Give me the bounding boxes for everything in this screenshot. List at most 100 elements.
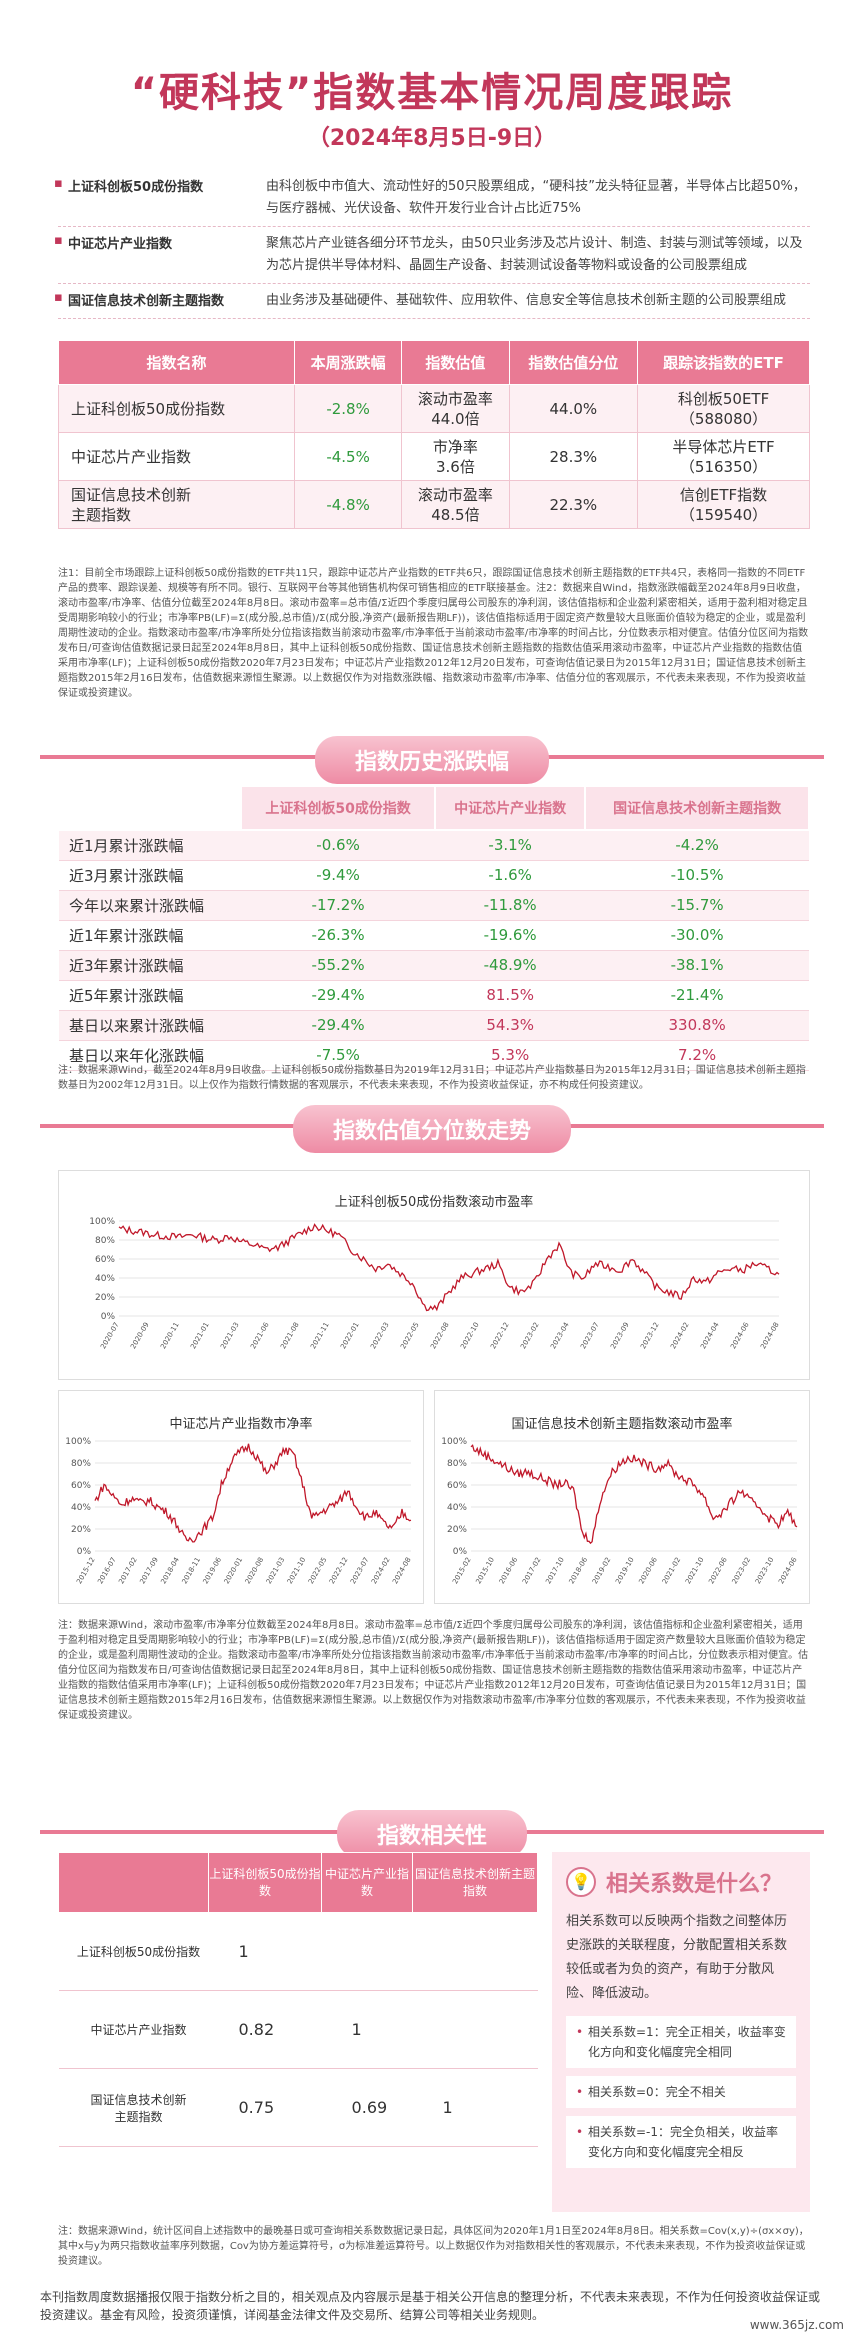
- change-value: -17.2%: [241, 890, 436, 921]
- x-tick-label: 2016-07: [96, 1556, 118, 1585]
- change-value: -4.2%: [585, 830, 809, 861]
- x-tick-label: 2022-08: [429, 1321, 451, 1350]
- valuation: 市净率 3.6倍: [401, 432, 510, 481]
- x-tick-label: 2023-10: [754, 1556, 776, 1585]
- row-label: 近1月累计涨跌幅: [59, 830, 241, 861]
- percentile: 22.3%: [508, 480, 639, 529]
- x-tick-label: 2021-03: [265, 1556, 287, 1585]
- x-tick-label: 2022-10: [459, 1321, 481, 1350]
- row-label: 近5年累计涨跌幅: [59, 980, 241, 1011]
- table-row: 中证芯片产业指数 0.82 1: [58, 1990, 538, 2069]
- x-tick-label: 2021-01: [189, 1321, 211, 1350]
- footnote: 注1：目前全市场跟踪上证科创板50成份指数的ETF共11只，跟踪中证芯片产业指数…: [58, 568, 809, 699]
- x-tick-label: 2020-07: [99, 1321, 121, 1350]
- x-tick-label: 2022-06: [707, 1556, 729, 1586]
- change-value: -48.9%: [435, 950, 586, 981]
- x-tick-label: 2022-03: [369, 1321, 391, 1350]
- chart-panel: 上证科创板50成份指数滚动市盈率 0% 20% 40% 60% 80% 100% 2020-…: [58, 1170, 810, 1380]
- x-tick-label: 2018-04: [159, 1556, 181, 1586]
- footnote: 注：数据来源Wind，统计区间自上述指数中的最晚基日或可查询相关系数数据记录日起…: [58, 2226, 809, 2267]
- x-tick-label: 2021-02: [661, 1556, 683, 1585]
- etf: 信创ETF指数 （159540）: [637, 480, 810, 529]
- row-label: 国证信息技术创新 主题指数: [58, 2068, 209, 2147]
- row-label: 中证芯片产业指数: [58, 1990, 209, 2069]
- x-tick-label: 2023-09: [609, 1321, 631, 1350]
- explainer-body: 相关系数可以反映两个指数之间整体历史涨跌的关联程度，分散配置相关系数较低或者为负…: [566, 1914, 788, 2001]
- chart-svg: 0%20%40%60%80%100%2015-12 2016-07 2017-02 2…: [65, 1437, 413, 1586]
- change-value: -21.4%: [585, 980, 809, 1011]
- correlation-value: 0.75: [208, 2068, 322, 2147]
- y-tick-label: 80%: [95, 1236, 115, 1246]
- y-tick-label: 40%: [71, 1503, 91, 1513]
- chart-svg: 0%20%40%60%80%100%2015-02 2015-10 2016-06 2…: [441, 1437, 799, 1586]
- x-tick-label: 2019-10: [614, 1556, 636, 1585]
- chart-title: 上证科创板50成份指数滚动市盈率: [334, 1195, 534, 1210]
- intro-list: 上证科创板50成份指数 由科创板中市值大、流动性好的50只股票组成，“硬科技”龙…: [54, 170, 810, 319]
- x-tick-label: 2024-08: [391, 1556, 413, 1585]
- row-label: 今年以来累计涨跌幅: [59, 890, 241, 921]
- change-value: -0.6%: [241, 830, 436, 861]
- change-value: -55.2%: [241, 950, 436, 981]
- history-table: 上证科创板50成份指数 中证芯片产业指数 国证信息技术创新主题指数 近1月累计涨…: [58, 785, 810, 1071]
- x-tick-label: 2021-06: [249, 1321, 271, 1351]
- watermark: www.365jz.com: [749, 2318, 844, 2332]
- section-title: 指数估值分位数走势: [0, 1105, 864, 1153]
- table-row: 中证芯片产业指数 -4.5% 市净率 3.6倍 28.3% 半导体芯片ETF （…: [58, 432, 810, 481]
- x-tick-label: 2023-07: [349, 1556, 371, 1585]
- explainer-heading: 💡 相关系数是什么？: [566, 1866, 796, 1898]
- x-tick-label: 2020-09: [129, 1321, 151, 1350]
- y-tick-label: 80%: [447, 1459, 467, 1469]
- x-tick-label: 2020-06: [637, 1556, 659, 1586]
- x-tick-label: 2018-06: [568, 1556, 590, 1586]
- page-title: “硬科技”指数基本情况周度跟踪: [130, 70, 734, 116]
- weekly-change: -4.5%: [293, 432, 403, 481]
- x-tick-label: 2024-08: [759, 1321, 781, 1350]
- row-label: 基日以来累计涨跌幅: [59, 1010, 241, 1041]
- table-row: 近1月累计涨跌幅 -0.6% -3.1% -4.2%: [59, 830, 809, 861]
- valuation: 滚动市盈率 48.5倍: [401, 480, 510, 529]
- intro-name: 国证信息技术创新主题指数: [54, 290, 266, 312]
- change-value: -9.4%: [241, 860, 436, 891]
- col-header: 国证信息技术创新主题指数: [584, 785, 810, 831]
- series-line: [94, 1443, 412, 1543]
- change-value: -1.6%: [435, 860, 586, 891]
- x-tick-label: 2017-10: [544, 1556, 566, 1585]
- change-value: -38.1%: [585, 950, 809, 981]
- chart-panel: 中证芯片产业指数市净率 0% 20% 40% 60% 80% 100% 2015-12 201…: [58, 1390, 424, 1604]
- change-value: -11.8%: [435, 890, 586, 921]
- y-tick-label: 60%: [71, 1481, 91, 1491]
- col-header: 本周涨跌幅: [293, 340, 403, 385]
- change-value: 330.8%: [585, 1010, 809, 1041]
- x-tick-label: 2020-08: [244, 1556, 266, 1585]
- col-header: 中证芯片产业指数: [434, 785, 587, 831]
- intro-item: 国证信息技术创新主题指数 由业务涉及基础硬件、基础软件、应用软件、信息安全等信息…: [54, 284, 810, 319]
- correlation-value: [412, 1912, 538, 1991]
- x-tick-label: 2018-11: [181, 1556, 203, 1585]
- change-value: 7.2%: [585, 1040, 809, 1071]
- correlation-explainer: 💡 相关系数是什么？ 相关系数可以反映两个指数之间整体历史涨跌的关联程度，分散配…: [552, 1852, 810, 2212]
- col-header: 指数名称: [58, 340, 295, 385]
- row-label: 近1年累计涨跌幅: [59, 920, 241, 951]
- index-name: 中证芯片产业指数: [58, 432, 295, 481]
- x-tick-label: 2022-05: [307, 1556, 329, 1585]
- table-row: 近3年累计涨跌幅 -55.2% -48.9% -38.1%: [59, 950, 809, 981]
- explainer-item: 相关系数=-1：完全负相关，收益率变化方向和变化幅度完全相反: [566, 2116, 796, 2168]
- x-tick-label: 2021-10: [684, 1556, 706, 1585]
- y-tick-label: 0%: [101, 1312, 116, 1322]
- x-tick-label: 2024-06: [729, 1321, 751, 1351]
- intro-desc: 由科创板中市值大、流动性好的50只股票组成，“硬科技”龙头特征显著，半导体占比超…: [266, 179, 806, 216]
- x-tick-label: 2017-02: [117, 1556, 139, 1585]
- x-tick-label: 2021-10: [286, 1556, 308, 1585]
- x-tick-label: 2015-12: [75, 1556, 97, 1585]
- etf: 科创板50ETF （588080）: [637, 384, 810, 433]
- intro-name: 上证科创板50成份指数: [54, 176, 266, 220]
- change-value: -29.4%: [241, 980, 436, 1011]
- col-header: 上证科创板50成份指数: [207, 1852, 323, 1913]
- correlation-value: [321, 1912, 413, 1991]
- y-tick-label: 0%: [77, 1547, 92, 1557]
- x-tick-label: 2017-09: [138, 1556, 160, 1585]
- col-header: 跟踪该指数的ETF: [637, 340, 810, 385]
- etf: 半导体芯片ETF （516350）: [637, 432, 810, 481]
- percentile: 28.3%: [508, 432, 639, 481]
